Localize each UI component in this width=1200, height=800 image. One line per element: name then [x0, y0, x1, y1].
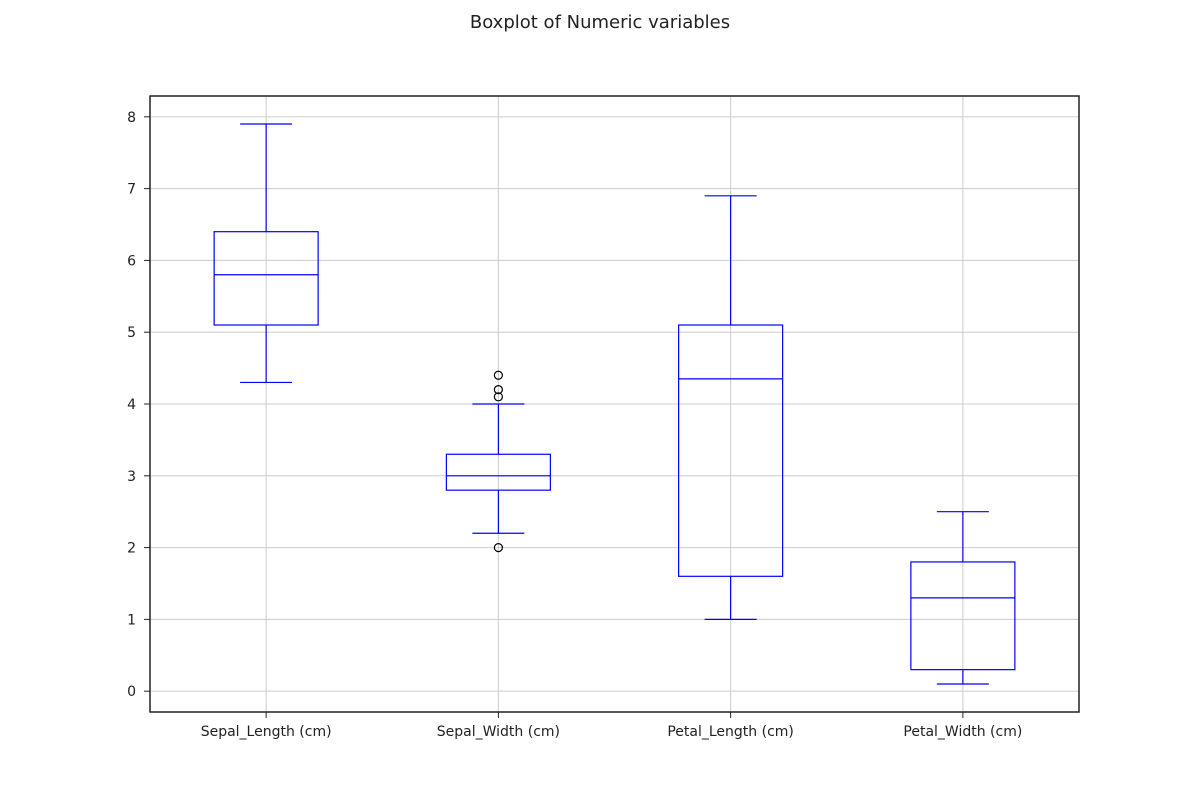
outlier-point	[493, 370, 503, 380]
y-tick-label: 4	[127, 397, 136, 413]
y-tick-label: 3	[127, 469, 136, 485]
box	[445, 453, 551, 491]
box	[213, 231, 319, 326]
y-tick-label: 6	[127, 253, 136, 269]
box	[678, 324, 784, 577]
plot-frame	[149, 95, 1080, 713]
outlier-point	[493, 392, 503, 402]
x-tick-label: Petal_Length (cm)	[667, 724, 794, 740]
chart-title: Boxplot of Numeric variables	[469, 12, 731, 33]
y-tick-label: 2	[127, 541, 136, 557]
x-tick-label: Sepal_Width (cm)	[437, 724, 560, 740]
y-tick-label: 8	[127, 110, 136, 126]
box	[910, 561, 1016, 671]
outlier-point	[493, 542, 503, 553]
x-tick-label: Sepal_Length (cm)	[201, 724, 332, 740]
y-tick-label: 5	[127, 325, 136, 341]
x-tick-label: Petal_Width (cm)	[903, 724, 1022, 740]
y-tick-label: 1	[127, 612, 136, 628]
outlier-point	[493, 385, 503, 395]
y-tick-label: 0	[127, 684, 136, 700]
y-tick-label: 7	[127, 182, 136, 198]
